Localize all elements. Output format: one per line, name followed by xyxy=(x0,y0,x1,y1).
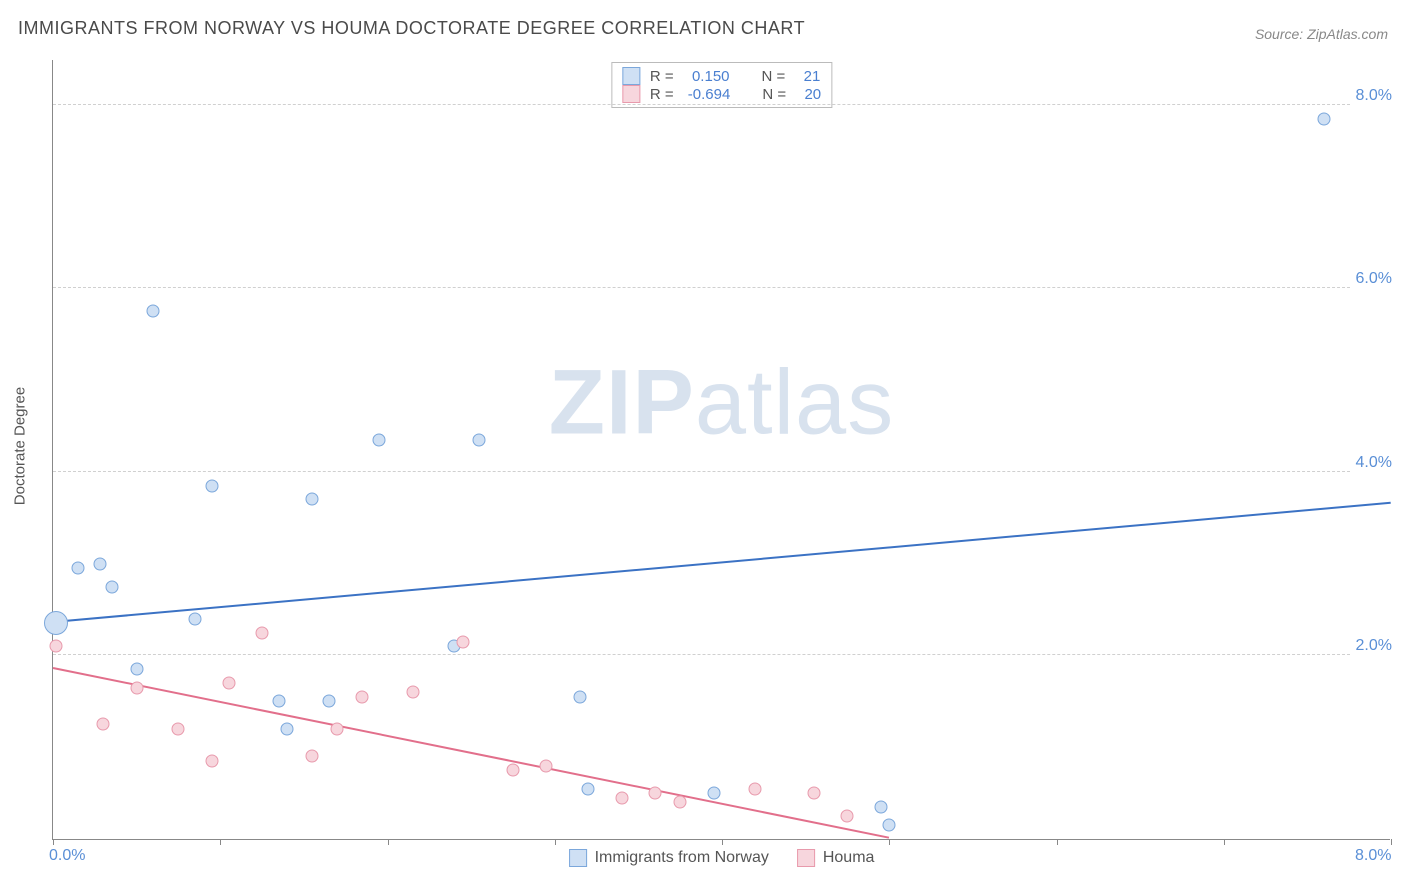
watermark: ZIPatlas xyxy=(549,350,894,455)
data-point xyxy=(222,677,235,690)
gridline xyxy=(53,471,1390,472)
data-point xyxy=(281,722,294,735)
stat-r-label: R = xyxy=(650,86,678,103)
data-point xyxy=(72,562,85,575)
data-point xyxy=(707,787,720,800)
y-tick-label: 8.0% xyxy=(1350,87,1392,105)
data-point xyxy=(506,764,519,777)
stat-r-value: 0.150 xyxy=(688,68,730,85)
data-point xyxy=(674,796,687,809)
plot-area: ZIPatlas R = 0.150 N = 21 R = -0.694 N = 20… xyxy=(52,60,1390,840)
legend-swatch xyxy=(622,67,640,85)
legend-item: Immigrants from Norway xyxy=(569,849,769,867)
data-point xyxy=(582,782,595,795)
gridline xyxy=(53,287,1390,288)
x-tick xyxy=(889,839,890,845)
data-point xyxy=(130,681,143,694)
x-tick xyxy=(722,839,723,845)
data-point xyxy=(473,433,486,446)
y-tick-label: 2.0% xyxy=(1350,637,1392,655)
data-point xyxy=(573,690,586,703)
trend-line xyxy=(53,502,1391,623)
y-tick-label: 6.0% xyxy=(1350,270,1392,288)
legend-stat-row: R = -0.694 N = 20 xyxy=(622,85,821,103)
data-point xyxy=(373,433,386,446)
stat-n-value: 21 xyxy=(799,68,820,85)
chart-title: IMMIGRANTS FROM NORWAY VS HOUMA DOCTORAT… xyxy=(18,18,805,39)
legend-swatch xyxy=(797,849,815,867)
data-point xyxy=(540,759,553,772)
trend-line xyxy=(53,667,890,839)
x-tick xyxy=(555,839,556,845)
x-tick xyxy=(1224,839,1225,845)
data-point xyxy=(841,810,854,823)
x-tick-label: 8.0% xyxy=(1355,847,1391,865)
x-tick xyxy=(1057,839,1058,845)
x-tick xyxy=(53,839,54,845)
data-point xyxy=(130,663,143,676)
data-point xyxy=(874,800,887,813)
gridline xyxy=(53,654,1390,655)
data-point xyxy=(331,722,344,735)
source-label: Source: ZipAtlas.com xyxy=(1255,26,1388,42)
legend-stats: R = 0.150 N = 21 R = -0.694 N = 20 xyxy=(611,62,832,108)
legend-label: Houma xyxy=(823,849,875,867)
legend-stat-row: R = 0.150 N = 21 xyxy=(622,67,821,85)
data-point xyxy=(172,722,185,735)
gridline xyxy=(53,104,1390,105)
stat-r-label: R = xyxy=(650,68,678,85)
data-point xyxy=(1318,112,1331,125)
data-point xyxy=(205,479,218,492)
data-point xyxy=(93,557,106,570)
data-point xyxy=(649,787,662,800)
data-point xyxy=(147,305,160,318)
data-point xyxy=(456,635,469,648)
data-point xyxy=(322,695,335,708)
legend-swatch xyxy=(622,85,640,103)
data-point xyxy=(256,626,269,639)
data-point xyxy=(807,787,820,800)
stat-n-label: N = xyxy=(762,68,790,85)
stat-n-value: 20 xyxy=(800,86,821,103)
data-point xyxy=(205,755,218,768)
data-point xyxy=(615,791,628,804)
x-tick xyxy=(388,839,389,845)
y-axis-label: Doctorate Degree xyxy=(12,387,29,505)
x-tick-label: 0.0% xyxy=(49,847,85,865)
y-tick-label: 4.0% xyxy=(1350,454,1392,472)
legend-item: Houma xyxy=(797,849,875,867)
data-point xyxy=(306,750,319,763)
legend-series: Immigrants from Norway Houma xyxy=(569,849,875,867)
data-point xyxy=(105,580,118,593)
data-point xyxy=(189,612,202,625)
data-point xyxy=(356,690,369,703)
data-point xyxy=(306,493,319,506)
data-point xyxy=(97,718,110,731)
data-point xyxy=(883,819,896,832)
data-point xyxy=(50,640,63,653)
data-point xyxy=(406,686,419,699)
x-tick xyxy=(1391,839,1392,845)
legend-label: Immigrants from Norway xyxy=(595,849,769,867)
data-point xyxy=(272,695,285,708)
data-point xyxy=(44,611,68,635)
legend-swatch xyxy=(569,849,587,867)
data-point xyxy=(749,782,762,795)
stat-n-label: N = xyxy=(762,86,790,103)
stat-r-value: -0.694 xyxy=(688,86,731,103)
x-tick xyxy=(220,839,221,845)
